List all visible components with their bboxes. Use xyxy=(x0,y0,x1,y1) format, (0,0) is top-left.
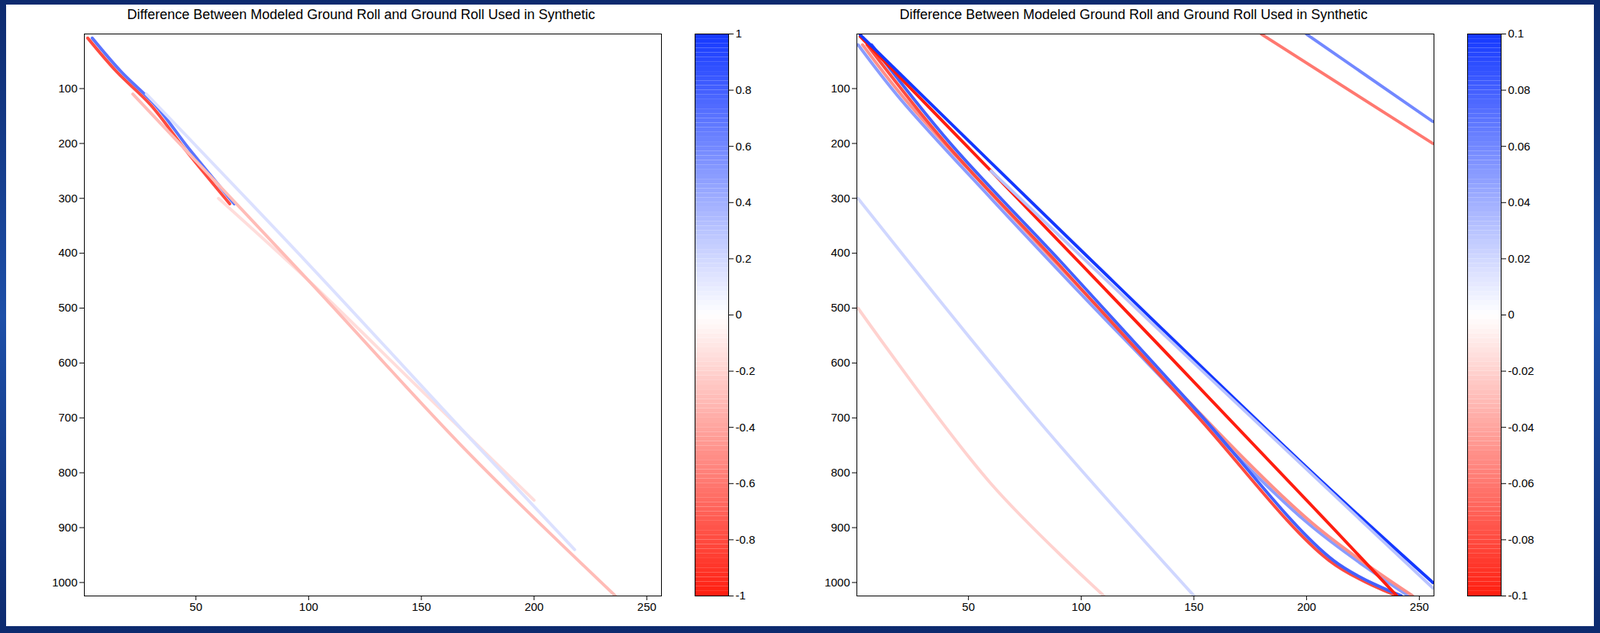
svg-text:-0.4: -0.4 xyxy=(735,420,756,434)
svg-text:500: 500 xyxy=(58,300,78,314)
svg-text:700: 700 xyxy=(58,410,78,424)
svg-text:-0.06: -0.06 xyxy=(1508,476,1535,490)
svg-text:0.08: 0.08 xyxy=(1508,83,1531,97)
svg-text:-0.8: -0.8 xyxy=(735,532,756,546)
svg-text:-1: -1 xyxy=(735,588,746,602)
svg-text:100: 100 xyxy=(299,600,319,613)
svg-text:900: 900 xyxy=(830,520,850,534)
svg-text:800: 800 xyxy=(830,465,850,479)
svg-text:300: 300 xyxy=(58,191,78,205)
svg-text:400: 400 xyxy=(58,245,78,259)
svg-text:0.06: 0.06 xyxy=(1508,139,1531,153)
svg-text:0: 0 xyxy=(1508,307,1515,321)
svg-text:200: 200 xyxy=(58,136,78,150)
svg-text:50: 50 xyxy=(189,600,203,613)
svg-text:100: 100 xyxy=(1071,600,1091,613)
svg-text:1: 1 xyxy=(735,26,742,40)
svg-text:-0.08: -0.08 xyxy=(1508,532,1535,546)
svg-text:600: 600 xyxy=(830,355,850,369)
html-text:Difference Between Modeled Gro: Difference Between Modeled Ground Roll a… xyxy=(899,6,1368,23)
svg-text:1000: 1000 xyxy=(51,575,78,589)
svg-text:250: 250 xyxy=(1409,600,1430,613)
svg-text:800: 800 xyxy=(58,465,78,479)
svg-text:600: 600 xyxy=(58,355,78,369)
svg-text:0.6: 0.6 xyxy=(735,139,752,153)
svg-text:-0.04: -0.04 xyxy=(1508,420,1535,434)
svg-text:0.1: 0.1 xyxy=(1508,26,1525,40)
svg-text:300: 300 xyxy=(830,191,850,205)
svg-text:0: 0 xyxy=(735,307,742,321)
svg-text:200: 200 xyxy=(1296,600,1317,613)
svg-text:100: 100 xyxy=(830,81,850,95)
svg-text:200: 200 xyxy=(830,136,850,150)
svg-text:900: 900 xyxy=(58,520,78,534)
svg-text:50: 50 xyxy=(961,600,975,613)
svg-text:0.2: 0.2 xyxy=(735,251,752,265)
svg-text:100: 100 xyxy=(58,81,78,95)
svg-text:1000: 1000 xyxy=(824,575,850,589)
svg-text:250: 250 xyxy=(637,600,657,613)
svg-text:0.4: 0.4 xyxy=(735,195,752,209)
svg-text:200: 200 xyxy=(524,600,544,613)
svg-text:-0.02: -0.02 xyxy=(1508,364,1535,378)
svg-text:500: 500 xyxy=(830,300,850,314)
svg-text:150: 150 xyxy=(411,600,431,613)
svg-text:150: 150 xyxy=(1183,600,1204,613)
svg-text:700: 700 xyxy=(830,410,850,424)
html-text:Difference Between Modeled Gro: Difference Between Modeled Ground Roll a… xyxy=(127,6,596,23)
svg-text:0.04: 0.04 xyxy=(1508,195,1531,209)
svg-text:400: 400 xyxy=(830,245,850,259)
svg-text:-0.2: -0.2 xyxy=(735,364,756,378)
svg-text:-0.6: -0.6 xyxy=(735,476,756,490)
svg-text:-0.1: -0.1 xyxy=(1508,588,1529,602)
svg-text:0.02: 0.02 xyxy=(1508,251,1531,265)
svg-text:0.8: 0.8 xyxy=(735,83,752,97)
